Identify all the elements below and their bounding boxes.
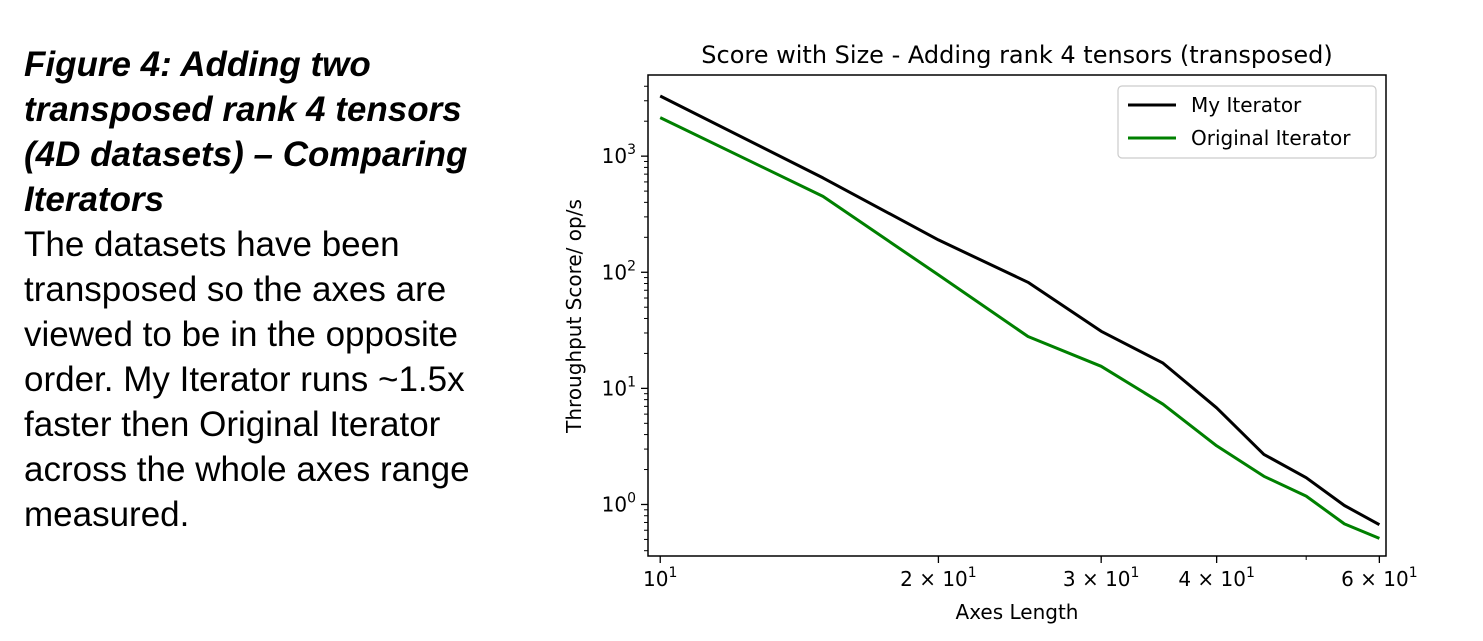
- axis-layer: 101 2 × 101 3 × 101 4 × 101 6 × 101 100 101 102…: [602, 85, 1418, 591]
- y-tick-label: 101: [602, 374, 636, 400]
- caption-title: Figure 4: Adding two transposed rank 4 t…: [24, 45, 468, 219]
- y-axis-label: Throughput Score/ op/s: [562, 199, 586, 434]
- caption-body: The datasets have been transposed so the…: [24, 225, 470, 534]
- x-tick-label: 6 × 101: [1341, 565, 1418, 591]
- x-tick-label: 101: [643, 565, 677, 591]
- series-line-1: [659, 94, 1381, 527]
- x-tick-label: 3 × 101: [1063, 565, 1140, 591]
- legend-box: [1117, 85, 1377, 159]
- legend-label: My Iterator: [1191, 93, 1302, 117]
- x-tick-label: 2 × 101: [900, 565, 977, 591]
- x-axis-label: Axes Length: [956, 600, 1079, 624]
- plot-layer: [659, 94, 1381, 540]
- chart-title: Score with Size - Adding rank 4 tensors …: [701, 41, 1332, 69]
- y-tick-label: 103: [602, 142, 636, 168]
- legend-label: Original Iterator: [1191, 126, 1351, 150]
- y-tick-label: 102: [602, 258, 636, 284]
- plot-frame: [647, 74, 1387, 557]
- x-tick-label: 4 × 101: [1178, 565, 1255, 591]
- legend: My Iterator Original Iterator: [1117, 85, 1377, 159]
- figure-caption: Figure 4: Adding two transposed rank 4 t…: [24, 42, 544, 537]
- y-tick-label: 100: [602, 490, 636, 516]
- series-line-2: [659, 116, 1380, 540]
